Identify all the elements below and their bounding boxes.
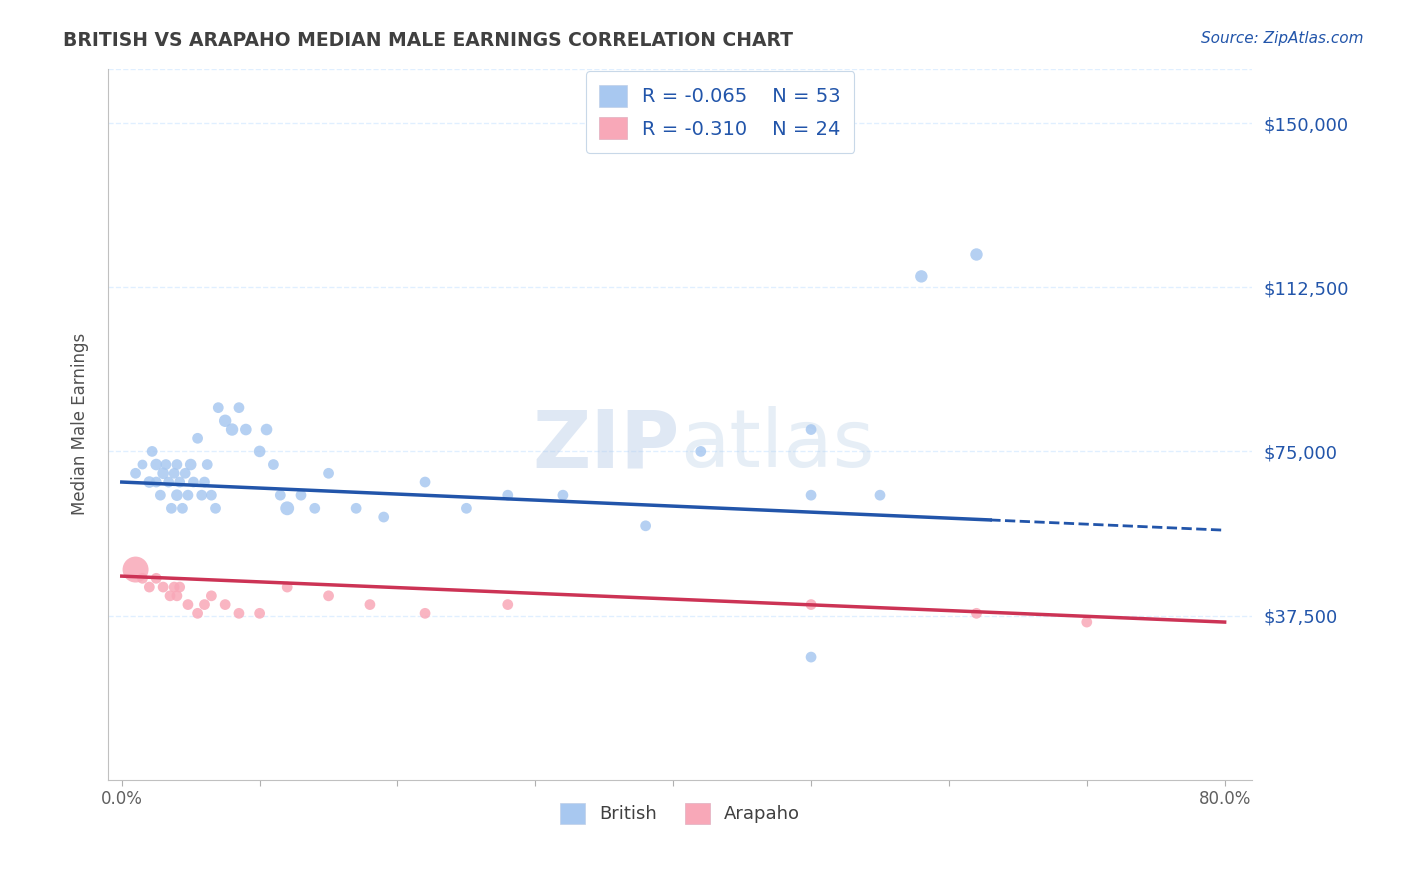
Point	[207, 401, 229, 415]
Point	[159, 589, 181, 603]
Point	[800, 488, 823, 502]
Point	[177, 488, 200, 502]
Point	[180, 458, 202, 472]
Text: BRITISH VS ARAPAHO MEDIAN MALE EARNINGS CORRELATION CHART: BRITISH VS ARAPAHO MEDIAN MALE EARNINGS …	[63, 31, 793, 50]
Point	[276, 580, 298, 594]
Point	[183, 475, 205, 489]
Legend: British, Arapaho: British, Arapaho	[550, 792, 811, 835]
Point	[269, 488, 291, 502]
Point	[166, 458, 188, 472]
Point	[131, 571, 153, 585]
Point	[496, 488, 519, 502]
Point	[869, 488, 891, 502]
Point	[249, 607, 271, 621]
Point	[359, 598, 381, 612]
Point	[200, 488, 222, 502]
Point	[141, 444, 163, 458]
Point	[262, 458, 284, 472]
Point	[174, 467, 197, 481]
Text: ZIP: ZIP	[533, 407, 681, 484]
Point	[910, 269, 932, 284]
Point	[800, 598, 823, 612]
Point	[966, 247, 988, 261]
Point	[413, 475, 436, 489]
Point	[221, 423, 243, 437]
Point	[166, 488, 188, 502]
Point	[138, 475, 160, 489]
Point	[344, 501, 367, 516]
Point	[1076, 615, 1098, 629]
Point	[152, 580, 174, 594]
Point	[145, 475, 167, 489]
Point	[177, 598, 200, 612]
Point	[228, 607, 250, 621]
Point	[689, 444, 711, 458]
Point	[193, 598, 215, 612]
Point	[235, 423, 257, 437]
Point	[145, 571, 167, 585]
Point	[157, 475, 180, 489]
Point	[256, 423, 278, 437]
Point	[160, 501, 183, 516]
Point	[195, 458, 218, 472]
Point	[214, 414, 236, 428]
Point	[634, 518, 657, 533]
Text: atlas: atlas	[681, 407, 875, 484]
Point	[190, 488, 212, 502]
Point	[193, 475, 215, 489]
Point	[318, 589, 340, 603]
Point	[169, 580, 191, 594]
Point	[187, 431, 209, 445]
Point	[172, 501, 194, 516]
Point	[200, 589, 222, 603]
Point	[152, 467, 174, 481]
Point	[124, 467, 146, 481]
Point	[228, 401, 250, 415]
Point	[966, 607, 988, 621]
Point	[290, 488, 312, 502]
Point	[149, 488, 172, 502]
Point	[131, 458, 153, 472]
Point	[169, 475, 191, 489]
Point	[304, 501, 326, 516]
Text: Source: ZipAtlas.com: Source: ZipAtlas.com	[1201, 31, 1364, 46]
Point	[163, 580, 186, 594]
Point	[456, 501, 478, 516]
Point	[496, 598, 519, 612]
Point	[249, 444, 271, 458]
Point	[800, 650, 823, 665]
Point	[166, 589, 188, 603]
Y-axis label: Median Male Earnings: Median Male Earnings	[72, 333, 89, 516]
Point	[124, 563, 146, 577]
Point	[214, 598, 236, 612]
Point	[276, 501, 298, 516]
Point	[318, 467, 340, 481]
Point	[413, 607, 436, 621]
Point	[800, 423, 823, 437]
Point	[187, 607, 209, 621]
Point	[204, 501, 226, 516]
Point	[163, 467, 186, 481]
Point	[138, 580, 160, 594]
Point	[551, 488, 574, 502]
Point	[145, 458, 167, 472]
Point	[155, 458, 177, 472]
Point	[373, 510, 395, 524]
